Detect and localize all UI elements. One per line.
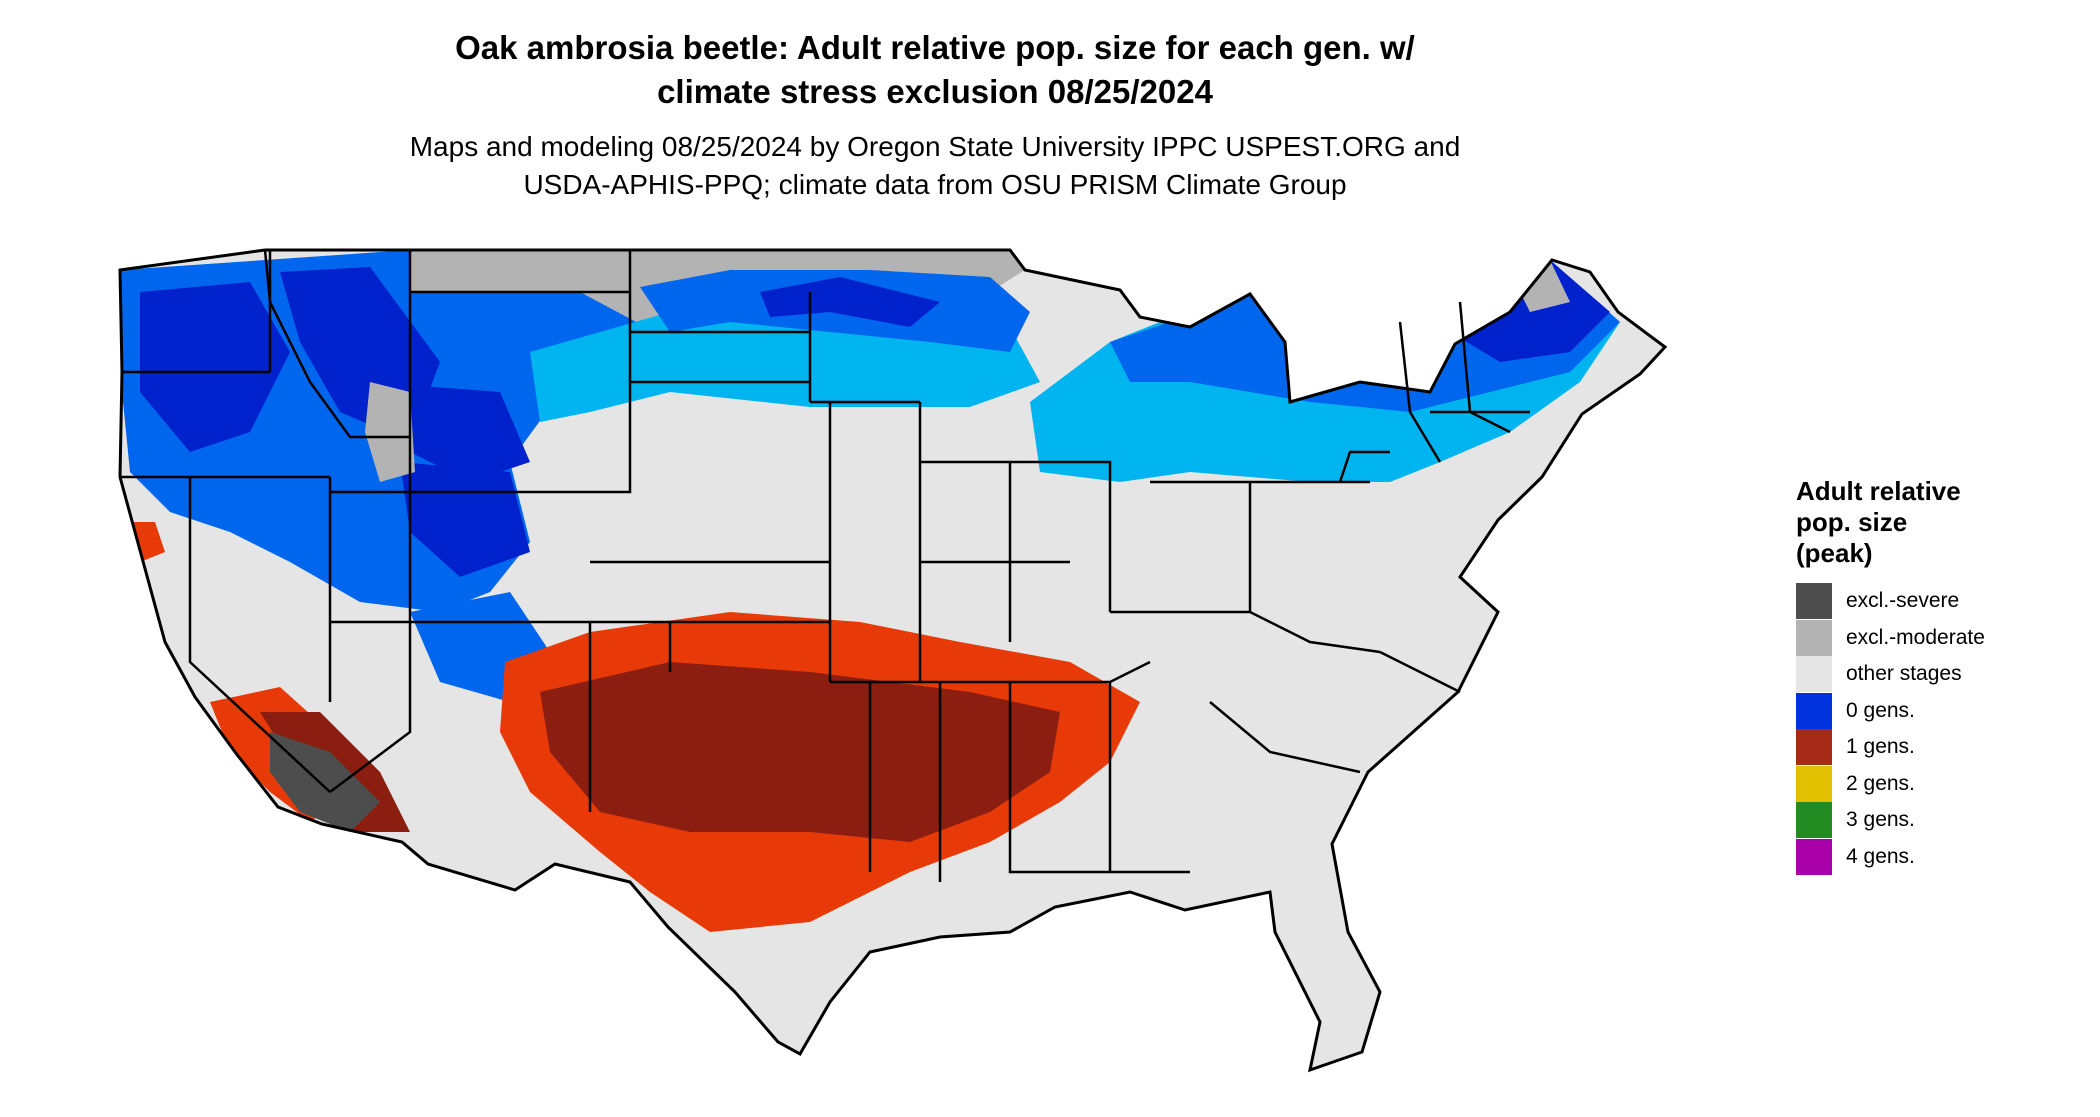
legend-items: excl.-severe excl.-moderate other stages 0 … — [1796, 583, 2086, 875]
legend-swatch — [1796, 838, 1832, 875]
legend-item: 0 gens. — [1796, 692, 2086, 730]
region-0gens-cascades — [140, 282, 290, 452]
map-subtitle-line-1: Maps and modeling 08/25/2024 by Oregon S… — [409, 131, 1461, 162]
legend-item: excl.-moderate — [1796, 619, 2086, 657]
legend-item: other stages — [1796, 656, 2086, 693]
legend-title-line-3: (peak) — [1796, 538, 1873, 568]
legend-label: other stages — [1846, 662, 1962, 686]
legend-item: 1 gens. — [1796, 729, 2086, 766]
legend-label: 0 gens. — [1846, 698, 1915, 722]
us-map — [110, 232, 1760, 1112]
legend-swatch — [1796, 692, 1832, 729]
region-excl-severe-desert — [270, 732, 380, 832]
legend-item: 3 gens. — [1796, 802, 2086, 839]
map-title: Oak ambrosia beetle: Adult relative pop.… — [0, 26, 1870, 114]
map-subtitle-line-2: USDA-APHIS-PPQ; climate data from OSU PR… — [523, 169, 1347, 200]
legend-label: 2 gens. — [1846, 771, 1915, 795]
legend-swatch — [1796, 619, 1832, 656]
legend-title: Adult relative pop. size (peak) — [1796, 476, 2086, 569]
us-map-svg — [118, 248, 1667, 1072]
region-excl-moderate-wyoming — [365, 382, 415, 482]
legend-swatch — [1796, 729, 1832, 766]
legend-swatch — [1796, 802, 1832, 839]
legend-label: 1 gens. — [1846, 735, 1915, 759]
legend-swatch — [1796, 583, 1832, 620]
legend-item: 4 gens. — [1796, 838, 2086, 876]
legend-swatch — [1796, 765, 1832, 802]
legend-title-line-2: pop. size — [1796, 507, 1908, 537]
legend-label: 4 gens. — [1846, 844, 1915, 868]
map-title-line-2: climate stress exclusion 08/25/2024 — [657, 73, 1213, 110]
legend-label: 3 gens. — [1846, 808, 1915, 832]
legend-item: excl.-severe — [1796, 583, 2086, 620]
map-title-line-1: Oak ambrosia beetle: Adult relative pop.… — [455, 29, 1415, 66]
state-borders — [120, 249, 1530, 882]
legend-swatch — [1796, 656, 1832, 693]
region-0gens-great-basin — [270, 462, 340, 552]
legend-label: excl.-moderate — [1846, 625, 1985, 649]
legend-title-line-1: Adult relative — [1796, 476, 1961, 506]
map-subtitle: Maps and modeling 08/25/2024 by Oregon S… — [0, 128, 1870, 204]
region-0gens-lake-superior — [760, 277, 940, 327]
legend-item: 2 gens. — [1796, 765, 2086, 803]
legend-label: excl.-severe — [1846, 589, 1960, 613]
legend: Adult relative pop. size (peak) excl.-se… — [1796, 476, 2086, 875]
region-2gens-south-texas — [585, 972, 620, 1042]
region-1gens-south-core — [540, 662, 1060, 842]
